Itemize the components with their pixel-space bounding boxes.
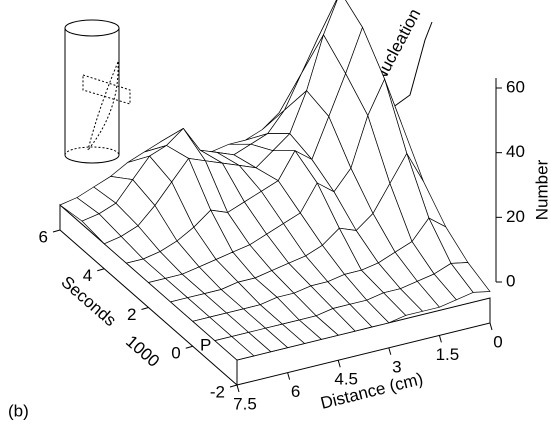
y-tick-label: 2 (127, 305, 136, 324)
y-tick-label: -2 (210, 382, 225, 401)
z-tick-label: 40 (506, 142, 525, 161)
x-tick (288, 373, 290, 380)
y-tick (230, 385, 237, 387)
x-tick-label: 7.5 (233, 394, 257, 413)
y-tick-label: 4 (83, 266, 92, 285)
y-tick (142, 308, 149, 310)
x-tick (389, 348, 391, 355)
y-tick (186, 346, 193, 348)
inset-cylinder (65, 20, 130, 163)
z-tick-label: 60 (506, 77, 525, 96)
x-tick (490, 323, 492, 330)
z-axis-title: Number (532, 159, 551, 220)
annotation: 1000 (122, 332, 163, 371)
panel-label: (b) (8, 401, 29, 420)
x-tick-label: 1.5 (436, 345, 460, 364)
x-tick-label: 0 (493, 332, 502, 351)
chart: Nucleation (b) 01.534.567.5-202460204060… (0, 0, 551, 429)
y-tick-label: 0 (171, 344, 180, 363)
y-tick (97, 269, 104, 271)
z-tick-label: 0 (506, 271, 515, 290)
y-tick-label: 6 (39, 227, 48, 246)
z-tick-label: 20 (506, 207, 525, 226)
annotation: P (200, 335, 211, 354)
x-tick-label: 6 (291, 382, 300, 401)
y-tick (53, 230, 60, 232)
x-tick (439, 335, 441, 342)
x-tick (338, 360, 340, 367)
x-tick (237, 385, 239, 392)
